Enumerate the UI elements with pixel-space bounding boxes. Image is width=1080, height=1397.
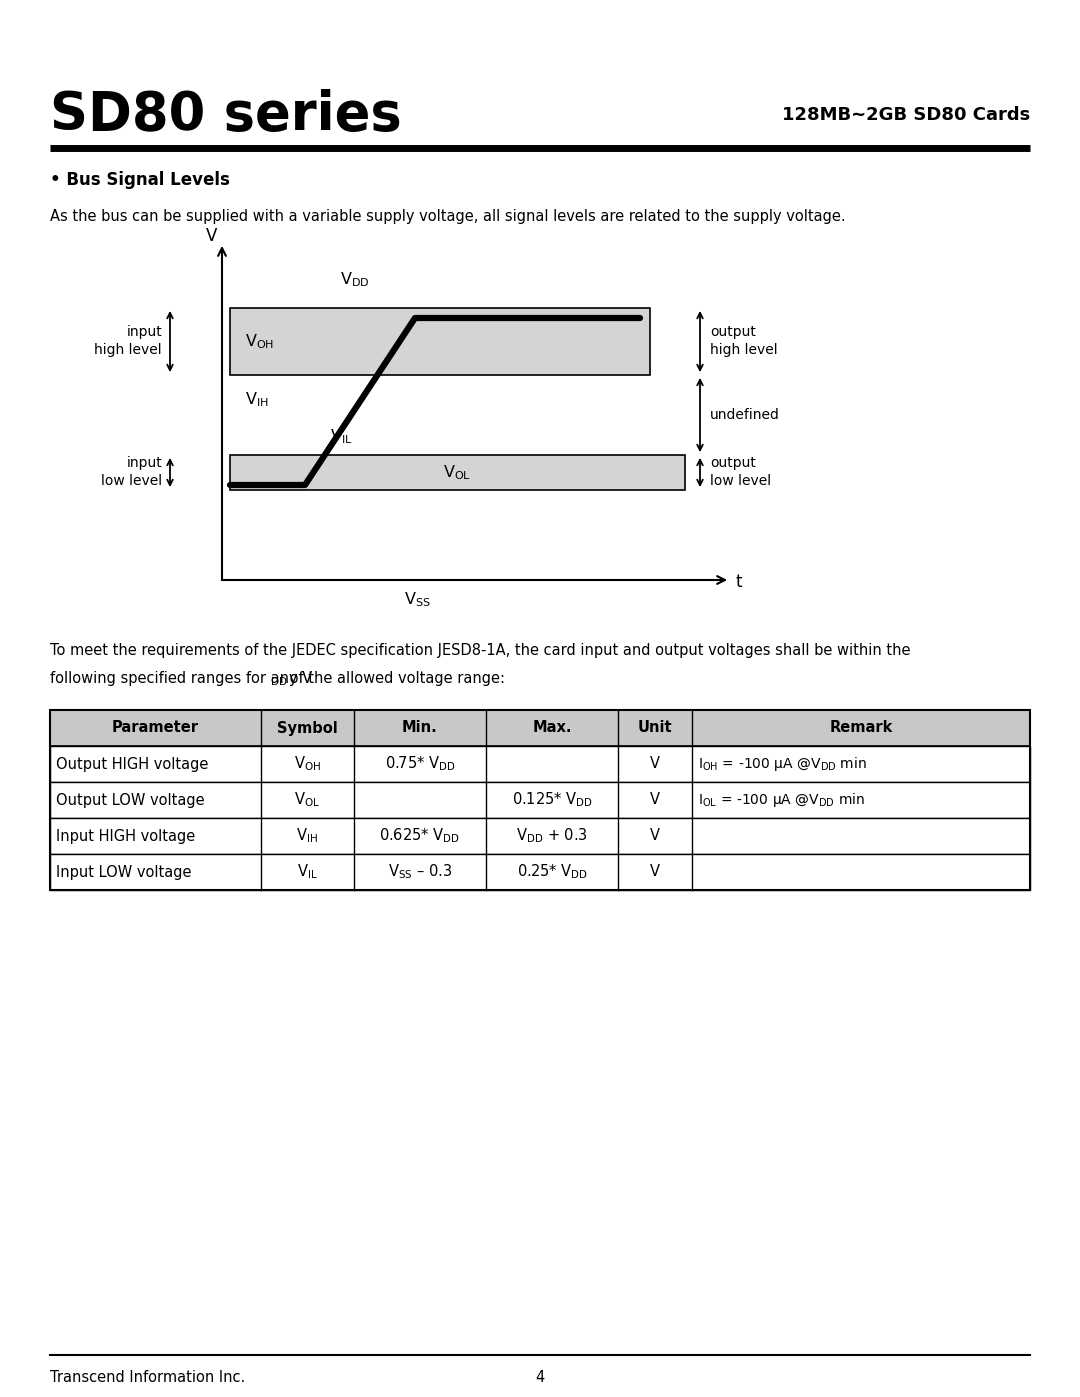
Text: Output HIGH voltage: Output HIGH voltage xyxy=(56,757,208,771)
Text: V: V xyxy=(650,828,660,844)
Text: output
low level: output low level xyxy=(710,457,771,488)
Text: V$_{\mathregular{OL}}$: V$_{\mathregular{OL}}$ xyxy=(444,464,472,482)
Text: 4: 4 xyxy=(536,1369,544,1384)
Text: V$_{\mathregular{OL}}$: V$_{\mathregular{OL}}$ xyxy=(295,791,320,809)
Text: V: V xyxy=(650,865,660,880)
Text: Unit: Unit xyxy=(638,721,673,735)
Text: To meet the requirements of the JEDEC specification JESD8-1A, the card input and: To meet the requirements of the JEDEC sp… xyxy=(50,643,910,658)
Bar xyxy=(50,710,1030,890)
Text: SD80 series: SD80 series xyxy=(50,89,402,141)
Text: I$_{\mathregular{OH}}$ = -100 μA @V$_{\mathregular{DD}}$ min: I$_{\mathregular{OH}}$ = -100 μA @V$_{\m… xyxy=(698,754,867,773)
Text: V$_{\mathregular{SS}}$ – 0.3: V$_{\mathregular{SS}}$ – 0.3 xyxy=(388,863,453,882)
Text: V: V xyxy=(650,792,660,807)
Text: V$_{\mathregular{IH}}$: V$_{\mathregular{IH}}$ xyxy=(245,391,269,409)
Text: Max.: Max. xyxy=(532,721,572,735)
Text: Transcend Information Inc.: Transcend Information Inc. xyxy=(50,1369,245,1384)
Bar xyxy=(230,307,650,374)
Text: As the bus can be supplied with a variable supply voltage, all signal levels are: As the bus can be supplied with a variab… xyxy=(50,210,846,225)
Text: input
high level: input high level xyxy=(94,326,162,356)
Text: I$_{\mathregular{OL}}$ = -100 μA @V$_{\mathregular{DD}}$ min: I$_{\mathregular{OL}}$ = -100 μA @V$_{\m… xyxy=(698,791,865,809)
Text: 0.75* V$_{\mathregular{DD}}$: 0.75* V$_{\mathregular{DD}}$ xyxy=(384,754,456,774)
Text: Input HIGH voltage: Input HIGH voltage xyxy=(56,828,195,844)
Text: Input LOW voltage: Input LOW voltage xyxy=(56,865,191,880)
Bar xyxy=(50,782,1030,819)
Text: V: V xyxy=(205,226,217,244)
Text: V: V xyxy=(650,757,660,771)
Text: V$_{\mathregular{IL}}$: V$_{\mathregular{IL}}$ xyxy=(297,863,318,882)
Text: 0.625* V$_{\mathregular{DD}}$: 0.625* V$_{\mathregular{DD}}$ xyxy=(379,827,460,845)
Text: • Bus Signal Levels: • Bus Signal Levels xyxy=(50,170,230,189)
Text: V$_{\mathregular{DD}}$ + 0.3: V$_{\mathregular{DD}}$ + 0.3 xyxy=(516,827,589,845)
Bar xyxy=(50,746,1030,782)
Bar xyxy=(230,455,685,490)
Text: V$_{\mathregular{IH}}$: V$_{\mathregular{IH}}$ xyxy=(296,827,319,845)
Text: V$_{\mathregular{DD}}$: V$_{\mathregular{DD}}$ xyxy=(340,271,369,289)
Bar xyxy=(50,819,1030,854)
Text: V$_{\mathregular{IL}}$: V$_{\mathregular{IL}}$ xyxy=(330,427,352,447)
Text: of the allowed voltage range:: of the allowed voltage range: xyxy=(285,671,505,686)
Text: output
high level: output high level xyxy=(710,326,778,356)
Text: following specified ranges for any V: following specified ranges for any V xyxy=(50,671,312,686)
Text: Remark: Remark xyxy=(829,721,893,735)
Bar xyxy=(50,854,1030,890)
Text: undefined: undefined xyxy=(710,408,780,422)
Text: V$_{\mathregular{SS}}$: V$_{\mathregular{SS}}$ xyxy=(404,591,431,609)
Text: Output LOW voltage: Output LOW voltage xyxy=(56,792,204,807)
Text: V$_{\mathregular{OH}}$: V$_{\mathregular{OH}}$ xyxy=(294,754,321,774)
Text: Symbol: Symbol xyxy=(276,721,338,735)
Text: 128MB~2GB SD80 Cards: 128MB~2GB SD80 Cards xyxy=(782,106,1030,124)
Text: Parameter: Parameter xyxy=(112,721,199,735)
Text: V$_{\mathregular{OH}}$: V$_{\mathregular{OH}}$ xyxy=(245,332,274,351)
Text: DD: DD xyxy=(271,678,287,687)
Text: 0.25* V$_{\mathregular{DD}}$: 0.25* V$_{\mathregular{DD}}$ xyxy=(516,863,588,882)
Text: input
low level: input low level xyxy=(100,457,162,488)
Text: t: t xyxy=(735,573,743,591)
Bar xyxy=(50,710,1030,746)
Text: Min.: Min. xyxy=(402,721,437,735)
Text: 0.125* V$_{\mathregular{DD}}$: 0.125* V$_{\mathregular{DD}}$ xyxy=(512,791,593,809)
